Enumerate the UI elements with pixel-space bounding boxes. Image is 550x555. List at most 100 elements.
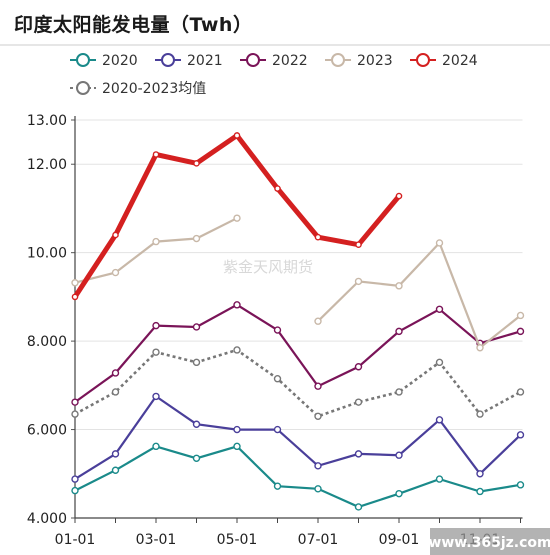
series-line-1 — [74, 445, 521, 509]
data-point — [516, 327, 525, 336]
y-tick-label: 12.00 — [27, 157, 67, 173]
legend-label[interactable]: 2020-2023均值 — [102, 81, 206, 97]
data-point — [152, 392, 160, 401]
data-point — [354, 363, 363, 371]
data-point — [192, 234, 201, 243]
data-point — [233, 425, 241, 434]
y-tick-label: 6.000 — [27, 423, 67, 439]
y-tick-label: 10.00 — [27, 246, 67, 262]
series-line-4 — [74, 217, 522, 350]
data-point — [152, 348, 160, 356]
watermark-text: 紫金天风期货 — [223, 258, 313, 276]
data-point — [274, 185, 281, 192]
legend-label[interactable]: 2022 — [272, 53, 308, 69]
data-point — [516, 481, 525, 489]
data-point — [152, 321, 160, 330]
x-tick-label: 01-01 — [55, 532, 96, 548]
data-point — [355, 241, 362, 249]
data-point — [435, 475, 444, 483]
corner-watermark-text: www.365jz.com — [428, 535, 550, 551]
data-point — [71, 410, 79, 418]
corner-watermark-bg — [430, 528, 550, 555]
legend-swatch-marker[interactable] — [331, 53, 345, 67]
legend-label[interactable]: 2020 — [102, 53, 138, 69]
data-point — [314, 233, 322, 241]
legend-swatch-marker[interactable] — [76, 81, 90, 95]
x-tick-label: 09-01 — [379, 532, 420, 548]
data-point — [193, 160, 200, 167]
data-point — [111, 388, 120, 396]
series-line-2 — [74, 394, 522, 481]
data-point — [435, 416, 444, 424]
data-point — [395, 451, 403, 459]
data-point — [354, 450, 363, 458]
data-point — [152, 442, 160, 451]
data-point — [233, 132, 241, 139]
data-point — [476, 344, 484, 352]
data-point — [395, 192, 403, 200]
y-tick-label: 4.000 — [27, 511, 67, 527]
data-point — [435, 305, 444, 313]
x-tick-label: 05-01 — [217, 532, 258, 548]
data-point — [395, 327, 403, 336]
data-point — [112, 231, 119, 239]
data-point — [273, 375, 282, 383]
data-point — [273, 482, 282, 490]
data-point — [192, 454, 201, 462]
data-point — [111, 450, 120, 458]
legend-label[interactable]: 2023 — [357, 53, 393, 69]
data-point — [71, 279, 79, 287]
title-divider — [0, 44, 550, 46]
data-point — [233, 214, 241, 222]
data-point — [395, 282, 403, 290]
data-point — [71, 486, 79, 495]
data-point — [476, 410, 484, 418]
data-point — [314, 382, 322, 390]
y-tick-label: 13.00 — [27, 113, 67, 129]
data-point — [314, 462, 322, 470]
data-point — [111, 268, 120, 277]
data-point — [354, 503, 363, 511]
data-point — [516, 388, 525, 396]
data-point — [314, 317, 322, 325]
data-point — [435, 239, 444, 247]
y-tick-label: 8.000 — [27, 334, 67, 350]
data-point — [192, 420, 201, 428]
data-point — [111, 369, 120, 377]
data-point — [395, 388, 403, 396]
data-point — [71, 475, 79, 483]
data-point — [152, 151, 160, 158]
data-point — [192, 323, 201, 331]
data-point — [111, 466, 120, 474]
x-tick-label: 03-01 — [136, 532, 177, 548]
data-point — [71, 293, 79, 301]
legend-label[interactable]: 2024 — [442, 53, 478, 69]
data-point — [314, 485, 322, 493]
chart-title: 印度太阳能发电量（Twh） — [14, 14, 253, 36]
x-tick-label: 07-01 — [298, 532, 339, 548]
legend-swatch-marker[interactable] — [246, 53, 260, 67]
data-point — [395, 489, 403, 498]
data-point — [233, 442, 241, 451]
data-point — [516, 311, 525, 320]
data-point — [516, 431, 525, 439]
data-point — [71, 398, 79, 406]
data-point — [354, 398, 363, 406]
data-point — [476, 487, 484, 496]
series-line-3 — [74, 303, 521, 403]
series-line-6 — [74, 348, 522, 418]
data-point — [476, 470, 484, 478]
data-point — [354, 277, 363, 286]
legend-swatch-marker[interactable] — [416, 53, 430, 67]
legend-label[interactable]: 2021 — [187, 53, 223, 69]
legend-swatch-marker[interactable] — [76, 53, 90, 67]
data-point — [273, 425, 282, 434]
data-point — [233, 346, 241, 354]
data-point — [273, 326, 282, 334]
data-point — [152, 237, 160, 246]
legend-swatch-marker[interactable] — [161, 53, 175, 67]
data-point — [435, 358, 444, 367]
data-point — [314, 412, 322, 420]
